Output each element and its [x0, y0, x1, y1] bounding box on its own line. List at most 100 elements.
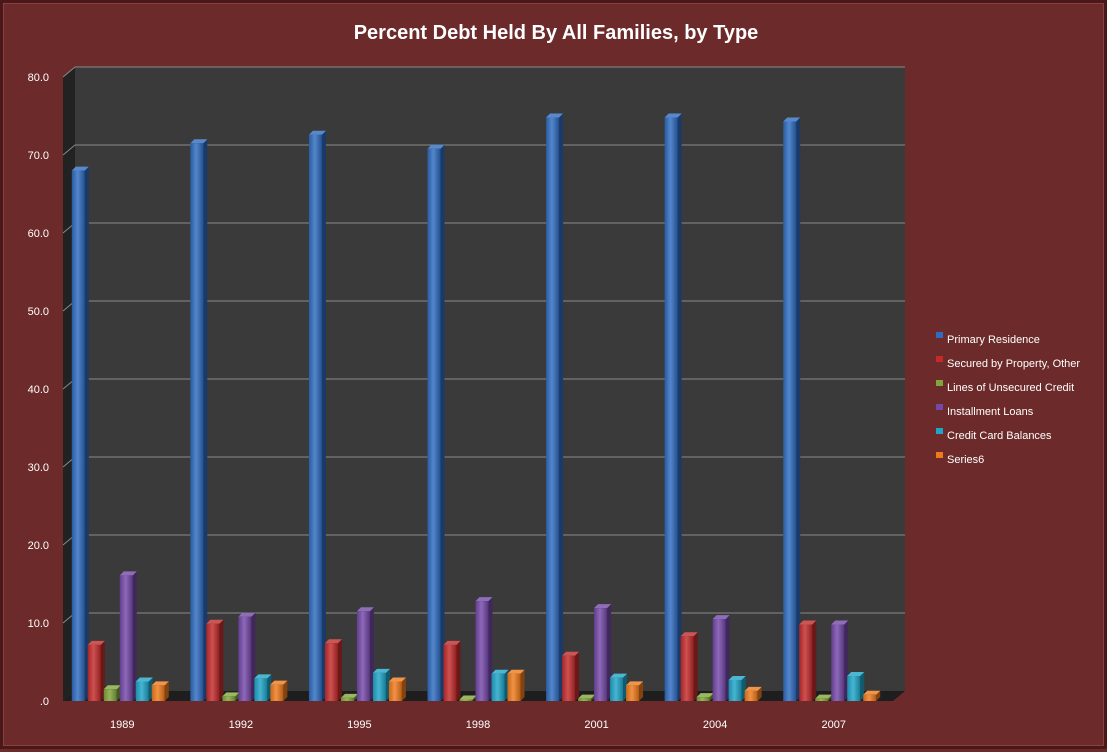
- bar-front: [863, 694, 877, 701]
- bar: [491, 669, 509, 701]
- bar: [388, 677, 406, 701]
- bar-front: [324, 643, 338, 701]
- bar: [103, 685, 121, 701]
- bar: [475, 597, 493, 701]
- bar-side: [337, 639, 342, 701]
- bar-top: [475, 597, 493, 602]
- bar-top: [443, 640, 461, 645]
- bar-front: [356, 611, 370, 701]
- bar: [744, 686, 762, 701]
- bar-front: [799, 624, 813, 701]
- bar-front: [103, 689, 117, 701]
- bar-side: [607, 604, 612, 701]
- bar-top: [783, 117, 801, 122]
- bar-top: [119, 571, 137, 576]
- bar-front: [190, 143, 204, 702]
- bar-front: [664, 117, 678, 701]
- legend-swatch: [936, 428, 943, 434]
- bar-top: [103, 685, 121, 690]
- legend-label: Lines of Unsecured Credit: [947, 382, 1074, 394]
- bar-front: [712, 619, 726, 701]
- bar: [356, 607, 374, 701]
- x-tick-label: 2001: [584, 719, 608, 731]
- bar-chart: Percent Debt Held By All Families, by Ty…: [28, 22, 1081, 731]
- bar-front: [222, 696, 236, 701]
- bar-front: [388, 681, 402, 701]
- bar-top: [831, 620, 849, 625]
- bar-side: [164, 681, 169, 701]
- bar-top: [135, 677, 153, 682]
- y-tick-label: 80.0: [28, 72, 49, 84]
- bar-side: [100, 640, 105, 701]
- x-tick-label: 1995: [347, 719, 371, 731]
- bar-front: [459, 699, 473, 701]
- x-tick-label: 1998: [466, 719, 490, 731]
- bar-side: [575, 651, 580, 701]
- legend-item: Primary Residence: [936, 332, 1040, 346]
- bar-front: [119, 575, 133, 701]
- bar: [610, 673, 628, 701]
- bar-top: [388, 677, 406, 682]
- legend-label: Secured by Property, Other: [947, 358, 1080, 370]
- bar-front: [847, 676, 861, 701]
- bar-side: [219, 619, 224, 701]
- bar-side: [693, 632, 698, 701]
- bar-top: [744, 686, 762, 691]
- bar-top: [356, 607, 374, 612]
- bar: [507, 669, 525, 701]
- bar-side: [321, 130, 326, 702]
- bar-front: [546, 117, 560, 701]
- bar-front: [507, 673, 521, 701]
- y-tick-label: 40.0: [28, 384, 49, 396]
- plot-area: .0 10.0 20.0 30.0 40.0 50.0 60.0 70.0 80.0 1989 19…: [28, 66, 905, 731]
- bar-top: [459, 695, 477, 700]
- bar-top: [308, 130, 326, 135]
- chart-title: Percent Debt Held By All Families, by Ty…: [354, 22, 759, 44]
- bar-top: [728, 675, 746, 680]
- bar-side: [84, 166, 89, 702]
- bar-front: [491, 673, 505, 701]
- bar-top: [562, 651, 580, 656]
- bar-top: [664, 113, 682, 118]
- bar: [847, 672, 865, 701]
- bar-top: [610, 673, 628, 678]
- bar: [626, 681, 644, 701]
- bar-front: [135, 681, 149, 701]
- legend-item: Lines of Unsecured Credit: [936, 380, 1074, 394]
- bar: [71, 166, 89, 702]
- legend-swatch: [936, 332, 943, 338]
- bar-front: [680, 636, 694, 701]
- bar: [135, 677, 153, 701]
- bar: [443, 640, 461, 701]
- bar-side: [456, 640, 461, 701]
- bar: [594, 604, 612, 701]
- bar-top: [847, 672, 865, 677]
- bar-side: [757, 686, 762, 701]
- legend-label: Series6: [947, 454, 984, 466]
- bar-side: [401, 677, 406, 701]
- legend-item: Series6: [936, 452, 984, 466]
- legend-item: Credit Card Balances: [936, 428, 1052, 442]
- bar-side: [203, 139, 208, 702]
- bar-front: [815, 698, 829, 701]
- x-tick-label: 2007: [821, 719, 845, 731]
- bar-front: [610, 677, 624, 701]
- bar-top: [626, 681, 644, 686]
- bar-top: [206, 619, 224, 624]
- bar-top: [491, 669, 509, 674]
- bar: [119, 571, 137, 701]
- bar: [87, 640, 105, 701]
- bar-front: [206, 623, 220, 701]
- x-tick-label: 2004: [703, 719, 727, 731]
- bar: [270, 680, 288, 701]
- bar-side: [860, 672, 865, 701]
- bar-front: [744, 690, 758, 701]
- bar-top: [190, 139, 208, 144]
- x-tick-label: 1989: [110, 719, 134, 731]
- bar: [372, 668, 390, 701]
- bar: [680, 632, 698, 701]
- y-tick-label: 30.0: [28, 462, 49, 474]
- legend-item: Installment Loans: [936, 404, 1034, 418]
- plot-back-wall: [63, 67, 905, 701]
- bar-side: [440, 144, 445, 701]
